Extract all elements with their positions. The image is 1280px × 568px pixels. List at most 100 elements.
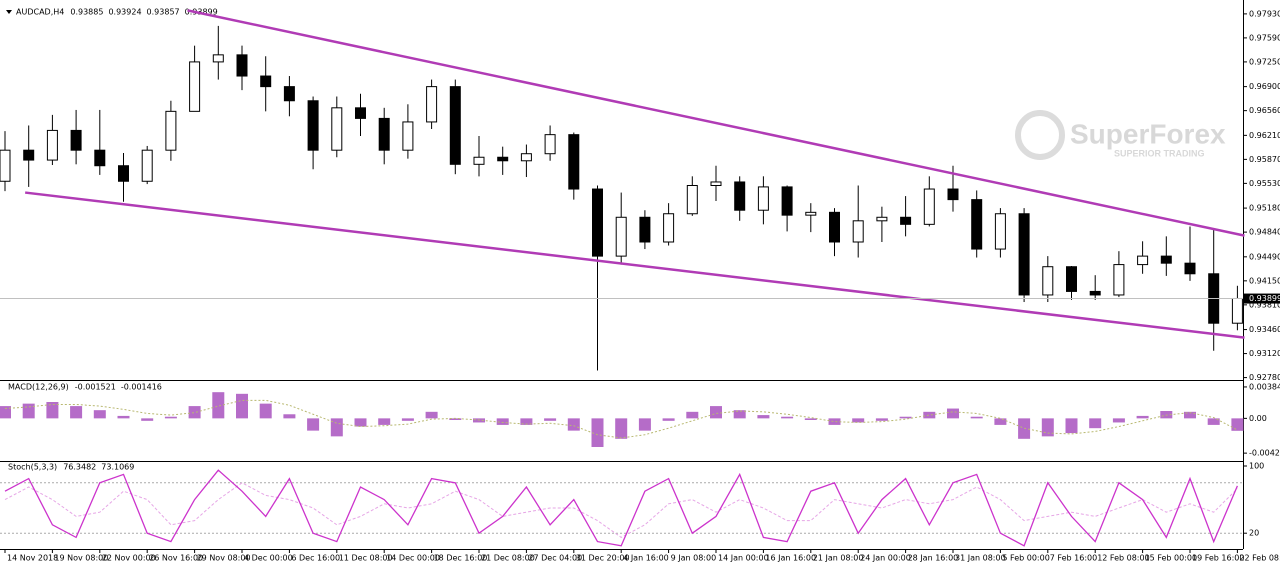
candle-body	[449, 86, 461, 165]
header-value: -0.001521	[75, 383, 116, 392]
y-tick-label: 0.97250	[1249, 57, 1280, 66]
macd-bar	[307, 418, 320, 431]
trendline	[24, 191, 1245, 339]
x-tick-label: 21 Dec 08:00	[481, 554, 535, 563]
candle-body	[212, 54, 224, 63]
candle-body	[1113, 264, 1125, 296]
candle-body	[473, 156, 485, 165]
macd-bar	[544, 418, 557, 421]
x-tick-label: 18 Dec 16:00	[434, 554, 488, 563]
menu-arrow[interactable]	[6, 10, 12, 14]
header-value: 0.93885	[70, 8, 103, 17]
candle-body	[0, 149, 11, 182]
candle-body	[426, 86, 438, 123]
macd-bar	[1231, 418, 1244, 431]
x-tick-label: 29 Nov 08:00	[197, 554, 251, 563]
candle-body	[1184, 262, 1196, 275]
y-tick-label: 0.95530	[1249, 179, 1280, 188]
candle-body	[260, 75, 272, 88]
macd-bar	[994, 418, 1007, 425]
y-tick-label: 0.00384	[1249, 382, 1280, 391]
stoch-line	[4, 469, 1238, 547]
stoch-title: Stoch(5,3,3)	[8, 463, 57, 472]
x-tick-label: 22 Feb 08:00	[1239, 554, 1280, 563]
candle-body	[331, 107, 343, 151]
y-tick-label: 0.92780	[1249, 373, 1280, 382]
candle-body	[497, 156, 509, 162]
header-value: 73.1069	[101, 463, 134, 472]
y-tick-label: 0.94150	[1249, 276, 1280, 285]
candle-body	[592, 188, 603, 257]
x-tick-label: 5 Feb 00:00	[1002, 554, 1049, 563]
x-tick-label: 19 Nov 08:00	[54, 554, 108, 563]
macd-bar	[70, 406, 83, 419]
y-tick-label: 0.95870	[1249, 155, 1280, 164]
macd-bar	[188, 406, 201, 419]
y-tick-label: 0.97930	[1249, 9, 1280, 18]
x-tick-label: 12 Feb 08:00	[1097, 554, 1149, 563]
watermark-logo	[1015, 110, 1065, 160]
x-tick-label: 14 Nov 2018	[7, 554, 58, 563]
candle-body	[923, 188, 935, 225]
macd-bar	[947, 408, 959, 419]
y-tick-label: 0.93120	[1249, 349, 1280, 358]
candle-body	[1231, 297, 1243, 324]
macd-bar	[1041, 418, 1054, 437]
y-tick-label: 0.96210	[1249, 131, 1280, 140]
y-tick-label: 0.94840	[1249, 228, 1280, 237]
macd-bar	[330, 418, 343, 437]
current-price-box	[1244, 293, 1280, 304]
candle-body	[900, 216, 912, 225]
macd-bar	[1136, 415, 1149, 419]
candle-body	[1042, 266, 1054, 296]
candle-body	[1160, 255, 1172, 264]
candle-body	[378, 117, 390, 151]
macd-bar	[283, 414, 296, 419]
candle-body	[710, 181, 722, 186]
macd-bar	[804, 418, 817, 420]
macd-bar	[46, 402, 59, 419]
x-tick-label: 15 Feb 00:00	[1145, 554, 1197, 563]
y-tick-label: 0.93460	[1249, 325, 1280, 334]
candle-body	[781, 186, 793, 216]
macd-bar	[781, 416, 794, 419]
candle-body	[947, 188, 959, 201]
y-tick-label: 0.94490	[1249, 252, 1280, 261]
macd-bar	[852, 418, 865, 423]
macd-bar	[615, 418, 628, 439]
header-value: 0.93857	[147, 8, 180, 17]
macd-bar	[662, 418, 675, 421]
candle-body	[615, 216, 627, 257]
macd-bar	[259, 403, 272, 419]
header-value: 76.3482	[63, 463, 96, 472]
macd-bar	[378, 418, 391, 425]
candle-body	[165, 110, 177, 151]
x-tick-label: 7 Feb 16:00	[1050, 554, 1097, 563]
y-tick-label: 0.96900	[1249, 82, 1280, 91]
macd-bar	[141, 418, 154, 421]
candle-body	[639, 216, 651, 243]
x-tick-label: 19 Feb 16:00	[1192, 554, 1244, 563]
macd-bar	[164, 416, 177, 419]
candle-body	[1018, 213, 1030, 296]
macd-bar	[591, 418, 604, 447]
candle-body	[734, 181, 746, 211]
macd-bar	[117, 415, 130, 419]
x-tick-label: 11 Dec 08:00	[339, 554, 393, 563]
candle-body	[876, 216, 888, 222]
x-tick-label: 6 Dec 16:00	[291, 554, 340, 563]
y-tick-label: 0.95180	[1249, 204, 1280, 213]
macd-bar	[899, 416, 912, 419]
x-tick-label: 21 Jan 08:00	[813, 554, 864, 563]
macd-bar	[354, 418, 367, 427]
x-tick-label: 4 Dec 00:00	[244, 554, 293, 563]
candle-body	[46, 129, 58, 161]
candle-body	[994, 213, 1006, 250]
macd-bar	[733, 410, 746, 419]
macd-bar	[686, 411, 699, 419]
macd-bar	[496, 418, 509, 425]
macd-bar	[212, 392, 225, 419]
candles	[0, 25, 1243, 371]
macd-bar	[401, 418, 414, 421]
candle-body	[70, 129, 82, 151]
